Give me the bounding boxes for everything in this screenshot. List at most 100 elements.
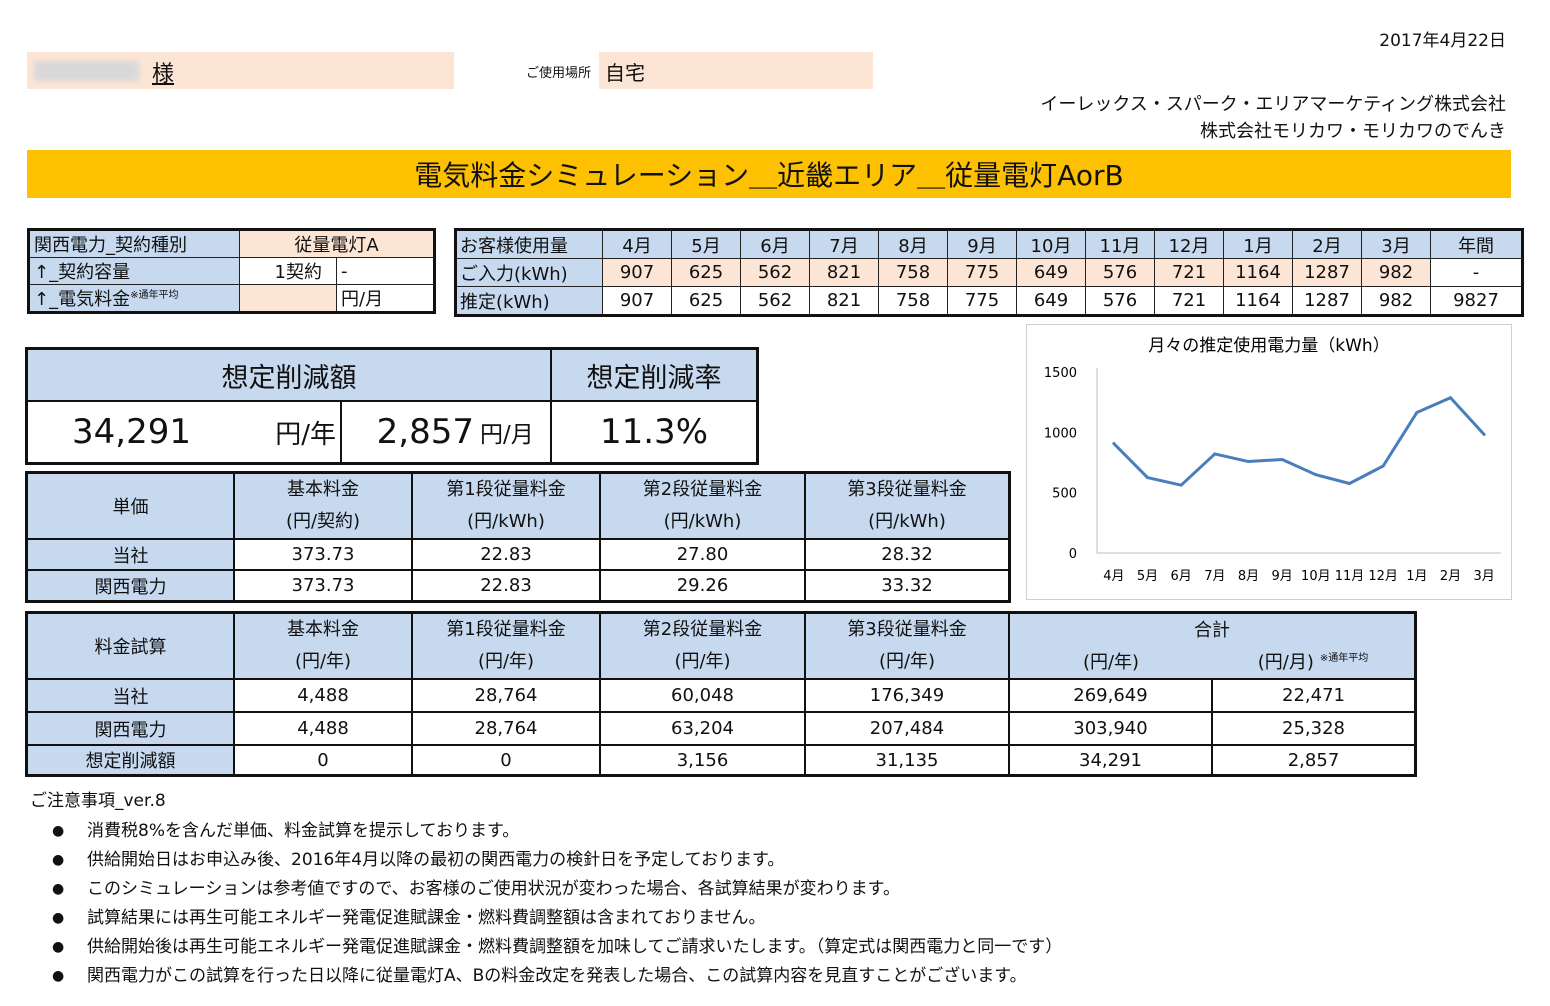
- usage-table: お客様使用量 4月 5月 6月 7月 8月 9月 10月 11月 12月 1月 2月 3月 年間 ご入力…: [454, 228, 1524, 317]
- unit-price-header-tier3: 第3段従量料金 (円/kWh): [804, 471, 1011, 540]
- x-tick-label: 5月: [1137, 569, 1158, 584]
- usage-month-header: 9月: [947, 229, 1017, 259]
- savings-monthly-value: 2,857: [340, 400, 480, 465]
- usage-input-cell[interactable]: 576: [1085, 258, 1155, 287]
- table-cell: 3,156: [599, 744, 806, 777]
- issue-date: 2017年4月22日: [1379, 31, 1506, 51]
- usage-input-cell[interactable]: 721: [1154, 258, 1224, 287]
- usage-month-header: 4月: [602, 229, 672, 259]
- usage-input-cell[interactable]: 649: [1016, 258, 1086, 287]
- usage-input-label: ご入力(kWh): [455, 258, 603, 287]
- usage-input-cell[interactable]: 1164: [1223, 258, 1293, 287]
- data-point: [1348, 481, 1351, 485]
- contract-capacity-label: ↑_契約容量: [28, 257, 240, 285]
- x-tick-label: 1月: [1406, 569, 1427, 584]
- y-tick-label: 0: [1069, 547, 1077, 562]
- chart-title: 月々の推定使用電力量（kWh）: [1148, 335, 1389, 356]
- usage-month-header: 1月: [1223, 229, 1293, 259]
- contract-type-value: 従量電灯A: [239, 229, 435, 258]
- header-unit: (円/年): [477, 651, 535, 672]
- data-point: [1280, 457, 1284, 461]
- contract-fee-value: [239, 284, 337, 313]
- table-cell: 176,349: [804, 678, 1010, 713]
- table-cell: 31,135: [804, 744, 1010, 777]
- table-cell: 22.83: [411, 569, 601, 603]
- cost-header-tier1: 第1段従量料金 (円/年): [411, 611, 601, 680]
- place-value: 自宅: [605, 61, 645, 85]
- cost-header-total: 合計: [1008, 611, 1417, 645]
- usage-month-header: 11月: [1085, 229, 1155, 259]
- contract-type-label: 関西電力_契約種別: [28, 229, 240, 258]
- x-tick-label: 9月: [1272, 569, 1293, 584]
- x-tick-label: 3月: [1474, 569, 1495, 584]
- data-point: [1314, 473, 1318, 477]
- table-cell: 2,857: [1211, 744, 1417, 777]
- usage-input-cell[interactable]: 625: [671, 258, 741, 287]
- usage-month-header: 12月: [1154, 229, 1224, 259]
- x-tick-label: 10月: [1301, 569, 1331, 584]
- header-unit: (円/kWh): [663, 511, 742, 532]
- cost-header-tier3: 第3段従量料金 (円/年): [804, 611, 1010, 680]
- usage-estimate-annual: 9827: [1430, 286, 1523, 316]
- table-cell: 22,471: [1211, 678, 1417, 713]
- table-cell: 60,048: [599, 678, 806, 713]
- table-cell: 33.32: [804, 569, 1011, 603]
- usage-input-cell[interactable]: 982: [1361, 258, 1431, 287]
- place-label: ご使用場所: [526, 66, 592, 81]
- header-title: 第2段従量料金: [642, 479, 763, 500]
- header-title: 第1段従量料金: [446, 479, 566, 500]
- table-cell: 373.73: [233, 569, 413, 603]
- usage-input-cell[interactable]: 821: [809, 258, 879, 287]
- header-title: 基本料金: [287, 479, 359, 500]
- header-unit: (円/kWh): [868, 511, 946, 532]
- header-title: 第3段従量料金: [847, 479, 967, 500]
- x-tick-label: 2月: [1440, 569, 1461, 584]
- data-point: [1112, 442, 1116, 446]
- usage-estimate-cell: 1287: [1292, 286, 1362, 316]
- row-label: 関西電力: [25, 569, 235, 603]
- usage-input-cell[interactable]: 775: [947, 258, 1017, 287]
- usage-estimate-cell: 775: [947, 286, 1017, 316]
- usage-input-annual: -: [1430, 258, 1523, 287]
- usage-estimate-cell: 721: [1154, 286, 1224, 316]
- notes-section: ご注意事項_ver.8 消費税8%を含んだ単価、料金試算を提示しております。 供…: [30, 786, 1062, 991]
- savings-yearly-unit: 円/年: [258, 400, 342, 465]
- cost-corner: 料金試算: [25, 611, 235, 680]
- usage-month-header: 5月: [671, 229, 741, 259]
- usage-estimate-cell: 649: [1016, 286, 1086, 316]
- table-cell: 269,649: [1008, 678, 1213, 713]
- x-tick-label: 11月: [1335, 569, 1365, 584]
- cost-header-total-month: (円/月) ※通年平均: [1212, 644, 1417, 681]
- place-field: [599, 52, 873, 89]
- savings-yearly-value: 34,291: [25, 400, 258, 465]
- usage-month-header: 10月: [1016, 229, 1086, 259]
- note-item: 消費税8%を含んだ単価、料金試算を提示しております。: [30, 817, 1062, 846]
- usage-annual-header: 年間: [1430, 229, 1523, 259]
- header-title: 第3段従量料金: [847, 619, 967, 640]
- table-cell: 28,764: [411, 711, 601, 746]
- table-cell: 22.83: [411, 538, 601, 571]
- table-cell: 27.80: [599, 538, 806, 571]
- usage-estimate-cell: 907: [602, 286, 672, 316]
- y-tick-label: 1500: [1044, 366, 1077, 381]
- row-label: 想定削減額: [25, 744, 235, 777]
- usage-estimate-cell: 562: [740, 286, 810, 316]
- data-point: [1213, 452, 1217, 456]
- data-point: [1482, 433, 1486, 437]
- header-unit: (円/年): [294, 651, 352, 672]
- usage-input-cell[interactable]: 562: [740, 258, 810, 287]
- blurred-customer-name: [34, 61, 139, 81]
- x-tick-label: 7月: [1204, 569, 1225, 584]
- contract-fee-label: ↑_電気料金※通年平均: [28, 284, 240, 313]
- notes-list: 消費税8%を含んだ単価、料金試算を提示しております。 供給開始日はお申込み後、2…: [30, 817, 1062, 991]
- contract-capacity-value: 1契約: [239, 257, 337, 285]
- usage-input-cell[interactable]: 1287: [1292, 258, 1362, 287]
- table-cell: 29.26: [599, 569, 806, 603]
- table-cell: 207,484: [804, 711, 1010, 746]
- note-item: このシミュレーションは参考値ですので、お客様のご使用状況が変わった場合、各試算結…: [30, 875, 1062, 904]
- y-tick-label: 1000: [1044, 426, 1077, 441]
- usage-input-cell[interactable]: 758: [878, 258, 948, 287]
- usage-month-header: 7月: [809, 229, 879, 259]
- usage-input-cell[interactable]: 907: [602, 258, 672, 287]
- contract-capacity-extra: -: [336, 257, 435, 285]
